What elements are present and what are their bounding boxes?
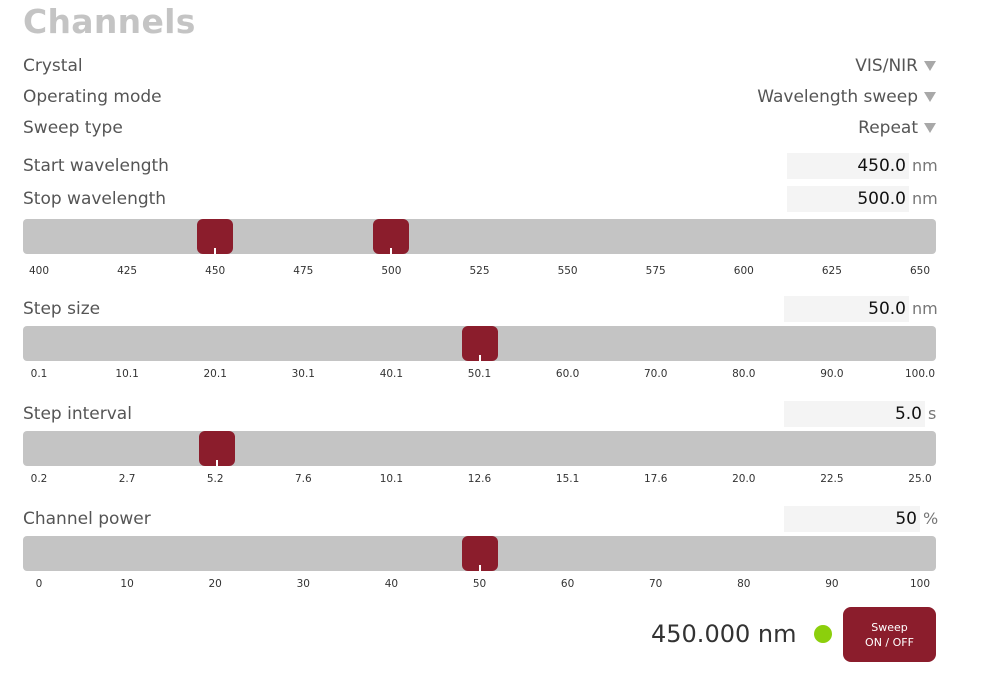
step-size-tick-label: 0.1	[30, 368, 48, 380]
channel-power-tick-label: 60	[560, 578, 575, 590]
step-interval-input[interactable]: 5.0	[784, 401, 925, 427]
step-size-slider[interactable]	[23, 326, 936, 361]
step-size-tick-labels: 0.1 10.1 20.1 30.1 40.1 50.1 60.0 70.0 80.0 90.0 1…	[23, 368, 936, 382]
wavelength-tick-label: 575	[645, 265, 666, 277]
step-size-tick-label: 80.0	[732, 368, 756, 380]
step-interval-tick-label: 12.6	[467, 473, 492, 485]
operating-mode-select[interactable]: Wavelength sweep	[757, 87, 936, 107]
operating-mode-value: Wavelength sweep	[757, 87, 918, 107]
crystal-select[interactable]: VIS/NIR	[855, 56, 936, 76]
step-interval-tick-label: 25.0	[908, 473, 932, 485]
step-size-unit: nm	[912, 299, 938, 318]
status-indicator-icon	[814, 625, 832, 643]
step-size-tick-label: 70.0	[643, 368, 668, 380]
step-size-tick-label: 50.1	[467, 368, 492, 380]
step-interval-tick-label: 22.5	[820, 473, 844, 485]
stop-wavelength-unit: nm	[912, 189, 938, 208]
wavelength-tick-labels: 400 425 450 475 500 525 550 575 600 625 650	[23, 265, 936, 279]
crystal-label: Crystal	[23, 56, 83, 76]
step-interval-tick-labels: 0.2 2.7 5.2 7.6 10.1 12.6 15.1 17.6 20.0 22.5 25.0	[23, 473, 936, 487]
channel-power-tick-label: 80	[737, 578, 751, 590]
channel-power-slider[interactable]	[23, 536, 936, 571]
wavelength-tick-label: 550	[557, 265, 578, 277]
crystal-value: VIS/NIR	[855, 56, 918, 76]
step-interval-tick-label: 5.2	[206, 473, 224, 485]
channel-power-tick-label: 30	[296, 578, 310, 590]
step-interval-tick-label: 2.7	[118, 473, 136, 485]
wavelength-tick-label: 400	[28, 265, 50, 277]
wavelength-tick-label: 500	[381, 265, 402, 277]
step-size-thumb[interactable]	[461, 326, 498, 361]
page-title: Channels	[23, 2, 196, 41]
wavelength-readout: 450.000 nm	[651, 620, 797, 648]
dropdown-caret-icon	[924, 61, 936, 71]
sweep-toggle-button[interactable]: Sweep ON / OFF	[843, 607, 936, 662]
step-size-input[interactable]: 50.0	[784, 296, 909, 322]
step-interval-unit: s	[928, 404, 937, 423]
start-wavelength-input[interactable]: 450.0	[787, 153, 909, 179]
wavelength-range-slider[interactable]	[23, 219, 936, 254]
step-size-tick-label: 100.0	[904, 368, 936, 380]
sweep-type-select[interactable]: Repeat	[858, 118, 936, 138]
step-size-tick-label: 40.1	[379, 368, 404, 380]
operating-mode-label: Operating mode	[23, 87, 162, 107]
wavelength-tick-label: 625	[821, 265, 842, 277]
step-size-label: Step size	[23, 299, 101, 319]
step-interval-tick-label: 17.6	[643, 473, 668, 485]
step-size-tick-label: 30.1	[291, 368, 315, 380]
wavelength-tick-label: 600	[733, 265, 754, 277]
start-wavelength-label: Start wavelength	[23, 156, 169, 176]
step-interval-thumb[interactable]	[198, 431, 235, 466]
channel-power-thumb[interactable]	[461, 536, 498, 571]
channel-power-tick-label: 10	[120, 578, 134, 590]
channel-power-tick-label: 90	[825, 578, 839, 590]
step-interval-slider[interactable]	[23, 431, 936, 466]
channel-power-tick-label: 100	[909, 578, 931, 590]
channel-power-tick-label: 0	[35, 578, 43, 590]
dropdown-caret-icon	[924, 92, 936, 102]
step-interval-tick-label: 20.0	[732, 473, 756, 485]
channel-power-tick-label: 40	[384, 578, 399, 590]
channel-power-unit: %	[923, 509, 939, 528]
step-interval-tick-label: 0.2	[30, 473, 48, 485]
start-wavelength-thumb[interactable]	[197, 219, 234, 254]
step-interval-tick-label: 15.1	[555, 473, 580, 485]
channel-power-tick-label: 20	[208, 578, 222, 590]
step-size-tick-label: 60.0	[555, 368, 580, 380]
sweep-button-sublabel: ON / OFF	[865, 635, 914, 649]
step-size-tick-label: 10.1	[115, 368, 139, 380]
sweep-button-label: Sweep	[871, 620, 908, 634]
step-size-tick-label: 20.1	[203, 368, 227, 380]
wavelength-tick-label: 650	[909, 265, 931, 277]
stop-wavelength-thumb[interactable]	[373, 219, 410, 254]
dropdown-caret-icon	[924, 123, 936, 133]
channel-power-tick-label: 50	[472, 578, 487, 590]
channel-power-tick-label: 70	[649, 578, 663, 590]
stop-wavelength-input[interactable]: 500.0	[787, 186, 909, 212]
step-interval-tick-label: 10.1	[379, 473, 404, 485]
start-wavelength-unit: nm	[912, 156, 938, 175]
sweep-type-label: Sweep type	[23, 118, 123, 138]
channel-power-label: Channel power	[23, 509, 151, 529]
channel-power-input[interactable]: 50	[784, 506, 920, 532]
channel-power-tick-labels: 0 10 20 30 40 50 60 70 80 90 100	[23, 578, 936, 592]
step-interval-tick-label: 7.6	[294, 473, 312, 485]
wavelength-tick-label: 525	[469, 265, 490, 277]
step-size-tick-label: 90.0	[820, 368, 844, 380]
wavelength-tick-label: 450	[205, 265, 226, 277]
step-interval-label: Step interval	[23, 404, 132, 424]
wavelength-tick-label: 475	[293, 265, 314, 277]
wavelength-tick-label: 425	[117, 265, 138, 277]
sweep-type-value: Repeat	[858, 118, 918, 138]
stop-wavelength-label: Stop wavelength	[23, 189, 167, 209]
